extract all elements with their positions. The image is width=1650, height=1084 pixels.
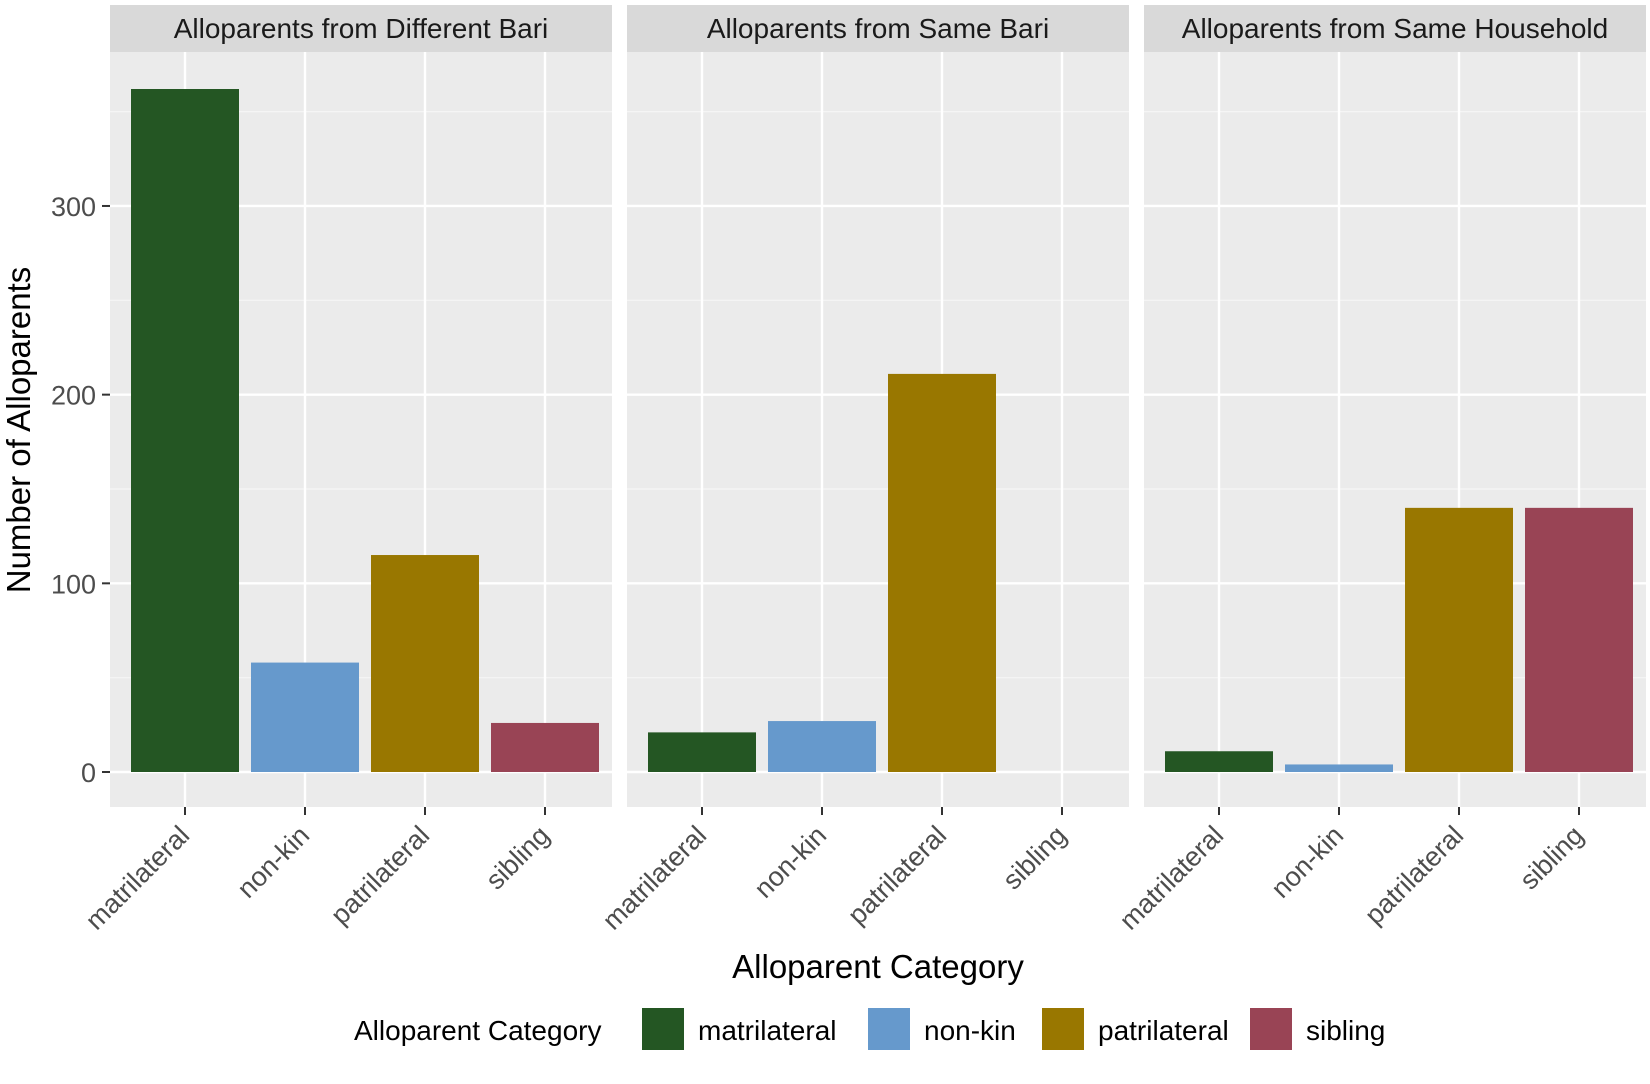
- y-tick-label: 200: [51, 381, 96, 411]
- legend-label-patrilateral: patrilateral: [1098, 1015, 1229, 1046]
- bar-sibling: [491, 722, 599, 772]
- y-tick-label: 300: [51, 192, 96, 222]
- legend-swatch-non-kin: [868, 1008, 910, 1050]
- y-tick-label: 0: [81, 758, 96, 788]
- y-tick-label: 100: [51, 569, 96, 599]
- bar-patrilateral: [371, 555, 479, 772]
- x-tick-label: matrilateral: [80, 820, 196, 936]
- x-axis-title: Alloparent Category: [732, 948, 1024, 985]
- bar-sibling: [1525, 507, 1633, 772]
- facet-strip: [627, 5, 1129, 52]
- x-tick-label: patrilateral: [1359, 820, 1469, 930]
- x-tick-label: matrilateral: [1114, 820, 1230, 936]
- x-tick-label: sibling: [997, 820, 1072, 895]
- bar-matrilateral: [1165, 751, 1273, 772]
- x-tick-label: non-kin: [231, 820, 315, 904]
- facet-strip: [1144, 5, 1646, 52]
- bar-patrilateral: [888, 373, 996, 772]
- facet-title: Alloparents from Same Bari: [707, 13, 1049, 44]
- legend-swatch-matrilateral: [642, 1008, 684, 1050]
- x-tick-label: non-kin: [748, 820, 832, 904]
- legend-title: Alloparent Category: [354, 1015, 601, 1046]
- facet-strip: [110, 5, 612, 52]
- bar-non-kin: [1285, 764, 1393, 772]
- bar-non-kin: [768, 721, 876, 772]
- bar-matrilateral: [648, 732, 756, 772]
- x-tick-label: patrilateral: [842, 820, 952, 930]
- y-axis-title: Number of Alloparents: [0, 267, 37, 594]
- bar-patrilateral: [1405, 507, 1513, 772]
- bar-matrilateral: [131, 89, 239, 772]
- legend-swatch-patrilateral: [1042, 1008, 1084, 1050]
- x-tick-label: sibling: [480, 820, 555, 895]
- legend-swatch-sibling: [1250, 1008, 1292, 1050]
- facet-title: Alloparents from Different Bari: [174, 13, 549, 44]
- x-tick-label: sibling: [1514, 820, 1589, 895]
- bar-non-kin: [251, 662, 359, 772]
- panel-background: [627, 52, 1129, 807]
- facet-title: Alloparents from Same Household: [1182, 13, 1608, 44]
- legend-label-matrilateral: matrilateral: [698, 1015, 836, 1046]
- x-tick-label: matrilateral: [597, 820, 713, 936]
- x-tick-label: patrilateral: [325, 820, 435, 930]
- legend-label-non-kin: non-kin: [924, 1015, 1016, 1046]
- x-tick-label: non-kin: [1265, 820, 1349, 904]
- legend-label-sibling: sibling: [1306, 1015, 1385, 1046]
